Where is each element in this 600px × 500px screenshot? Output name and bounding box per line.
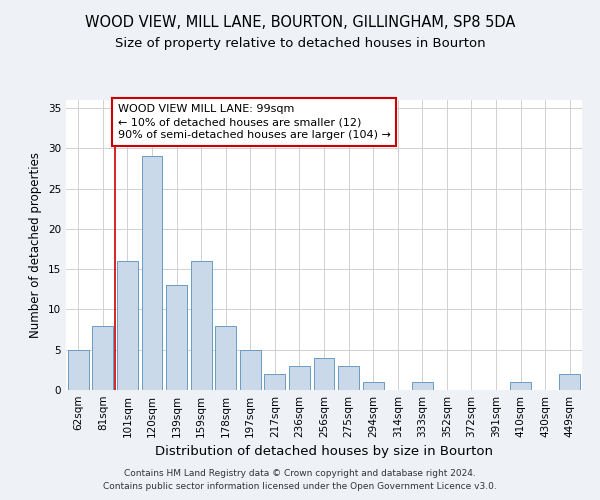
Bar [142,156,163,390]
Bar [166,286,187,390]
X-axis label: Distribution of detached houses by size in Bourton: Distribution of detached houses by size … [155,446,493,458]
Bar [362,382,383,390]
Text: WOOD VIEW, MILL LANE, BOURTON, GILLINGHAM, SP8 5DA: WOOD VIEW, MILL LANE, BOURTON, GILLINGHA… [85,15,515,30]
Bar [338,366,359,390]
Bar [215,326,236,390]
Bar [191,261,212,390]
Bar [412,382,433,390]
Y-axis label: Number of detached properties: Number of detached properties [29,152,43,338]
Bar [314,358,334,390]
Text: Contains HM Land Registry data © Crown copyright and database right 2024.: Contains HM Land Registry data © Crown c… [124,468,476,477]
Bar [289,366,310,390]
Bar [117,261,138,390]
Bar [559,374,580,390]
Text: Contains public sector information licensed under the Open Government Licence v3: Contains public sector information licen… [103,482,497,491]
Bar [240,350,261,390]
Bar [68,350,89,390]
Bar [265,374,286,390]
Bar [510,382,531,390]
Text: WOOD VIEW MILL LANE: 99sqm
← 10% of detached houses are smaller (12)
90% of semi: WOOD VIEW MILL LANE: 99sqm ← 10% of deta… [118,104,391,141]
Bar [92,326,113,390]
Text: Size of property relative to detached houses in Bourton: Size of property relative to detached ho… [115,38,485,51]
